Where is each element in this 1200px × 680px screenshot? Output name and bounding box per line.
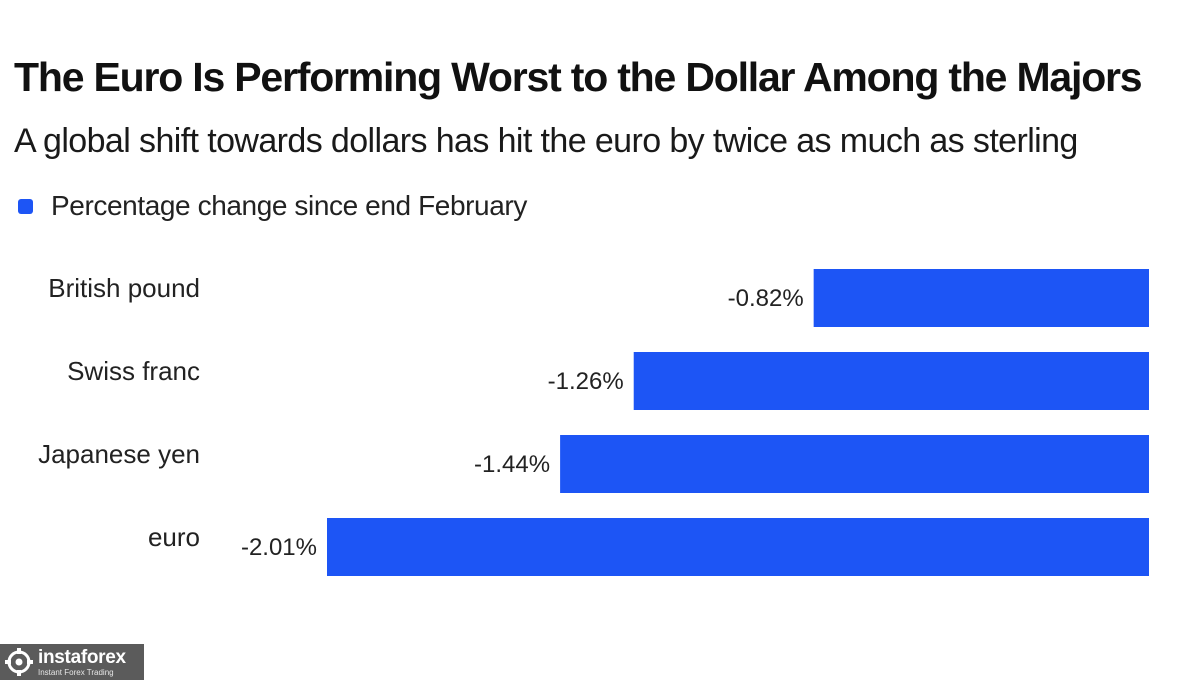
bar-chart: -0.82% British pound -1.26% Swiss franc -1.4… xyxy=(38,269,1149,576)
chart-subtitle: A global shift towards dollars has hit t… xyxy=(14,122,1078,160)
gear-logo-icon xyxy=(5,648,33,676)
chart-title: The Euro Is Performing Worst to the Doll… xyxy=(14,54,1143,100)
bar-value-label: -2.01% xyxy=(241,534,317,561)
bar xyxy=(327,518,1149,576)
bar xyxy=(813,269,1149,327)
category-label: Japanese yen xyxy=(38,439,200,469)
category-label: British pound xyxy=(48,273,200,303)
legend-label: Percentage change since end February xyxy=(51,190,527,221)
bar xyxy=(560,435,1149,493)
watermark-tagline: Instant Forex Trading xyxy=(38,667,114,677)
bar-value-label: -1.26% xyxy=(548,368,624,395)
bar-value-label: -1.44% xyxy=(474,451,550,478)
category-label: euro xyxy=(148,522,200,552)
watermark-name: instaforex xyxy=(38,646,126,668)
instaforex-watermark: instaforex Instant Forex Trading xyxy=(0,644,144,680)
bar-value-label: -0.82% xyxy=(728,285,804,312)
bar xyxy=(633,352,1149,410)
legend: Percentage change since end February xyxy=(18,190,527,222)
category-label: Swiss franc xyxy=(67,356,200,386)
legend-swatch xyxy=(18,198,33,214)
